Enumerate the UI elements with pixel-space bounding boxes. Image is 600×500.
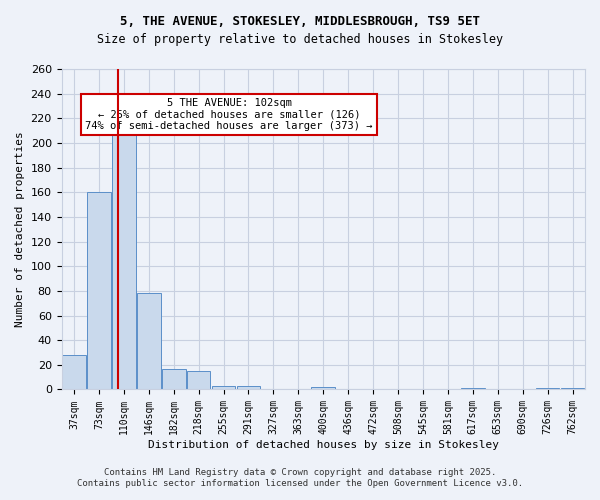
Bar <box>62 355 86 390</box>
Bar <box>311 387 335 390</box>
Bar <box>187 371 211 390</box>
Bar <box>112 130 136 390</box>
Bar <box>162 368 185 390</box>
Bar <box>236 386 260 390</box>
Text: Size of property relative to detached houses in Stokesley: Size of property relative to detached ho… <box>97 32 503 46</box>
Bar <box>461 388 485 390</box>
Text: Contains HM Land Registry data © Crown copyright and database right 2025.
Contai: Contains HM Land Registry data © Crown c… <box>77 468 523 487</box>
Text: 5 THE AVENUE: 102sqm
← 25% of detached houses are smaller (126)
74% of semi-deta: 5 THE AVENUE: 102sqm ← 25% of detached h… <box>85 98 373 131</box>
Bar <box>536 388 559 390</box>
Y-axis label: Number of detached properties: Number of detached properties <box>15 132 25 327</box>
Text: 5, THE AVENUE, STOKESLEY, MIDDLESBROUGH, TS9 5ET: 5, THE AVENUE, STOKESLEY, MIDDLESBROUGH,… <box>120 15 480 28</box>
Bar <box>212 386 235 390</box>
Bar <box>87 192 111 390</box>
X-axis label: Distribution of detached houses by size in Stokesley: Distribution of detached houses by size … <box>148 440 499 450</box>
Bar <box>560 388 584 390</box>
Bar <box>137 294 161 390</box>
